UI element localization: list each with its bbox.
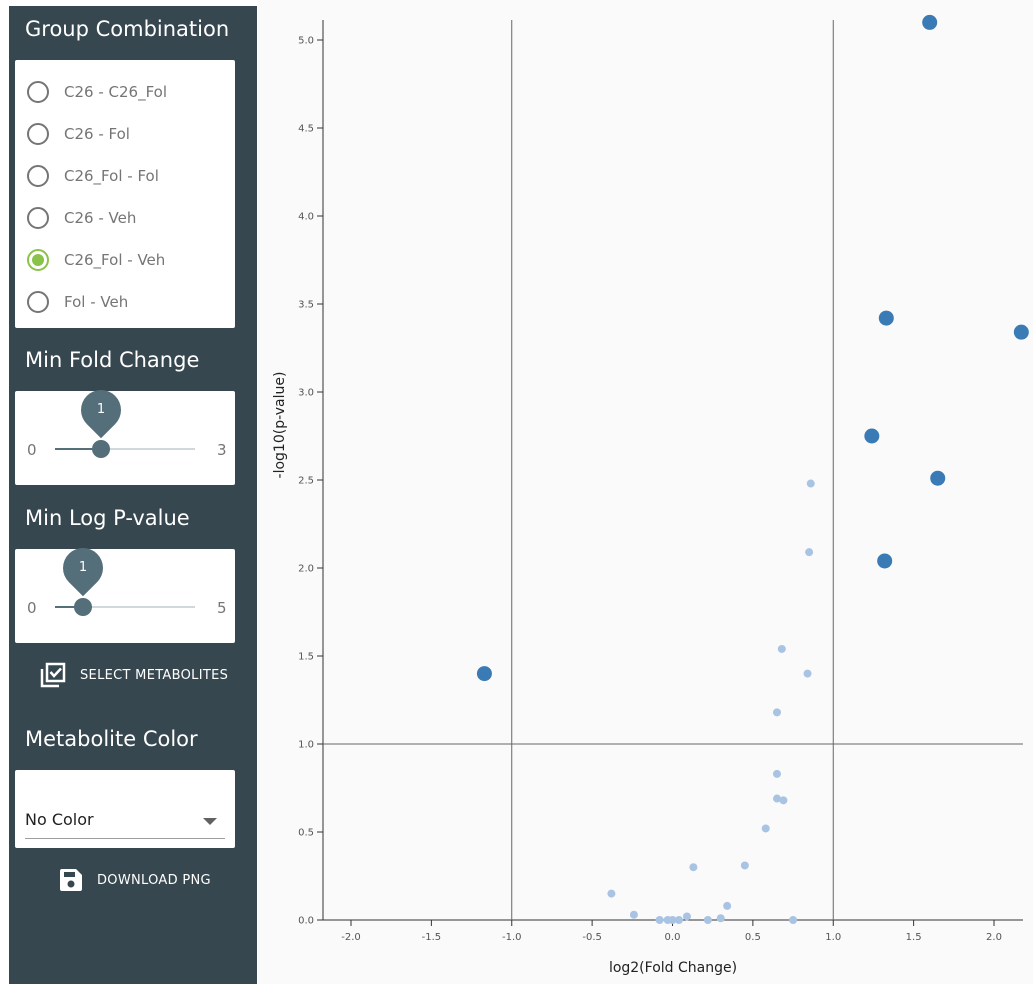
slider-max-label: 5 [217,599,227,617]
nonsignificant-point [717,914,725,922]
significant-point [930,471,945,486]
nonsignificant-point [779,796,787,804]
select-metabolites-button[interactable]: SELECT METABOLITES [40,662,228,688]
floppy-disk-icon [59,868,83,892]
group-combination-title: Group Combination [25,19,229,40]
slider-value-bubble: 1 [73,382,130,439]
y-tick-label: 4.0 [298,212,314,223]
radio-label: C26 - Fol [64,125,130,143]
x-tick-label: 1.5 [906,932,922,943]
nonsignificant-point [773,708,781,716]
min-log-pvalue-card: 0 1 5 [15,549,235,643]
radio-option-fol-veh[interactable]: Fol - Veh [27,288,128,316]
nonsignificant-point [630,911,638,919]
radio-unchecked-icon [27,81,49,103]
min-fold-change-title: Min Fold Change [25,350,199,371]
radio-unchecked-icon [27,165,49,187]
x-tick-label: -1.5 [422,932,442,943]
slider-thumb[interactable] [74,598,92,616]
radio-checked-icon [27,249,49,271]
radio-label: C26 - C26_Fol [64,83,167,101]
nonsignificant-point [778,645,786,653]
significant-point [1014,325,1029,340]
radio-label: C26 - Veh [64,209,136,227]
metabolite-color-select[interactable]: No Color [25,808,225,839]
significant-point [879,311,894,326]
nonsignificant-point [804,670,812,678]
nonsignificant-point [805,548,813,556]
y-tick-label: 3.5 [298,300,314,311]
radio-option-c26fol-fol[interactable]: C26_Fol - Fol [27,162,159,190]
y-tick-label: 0.0 [298,916,314,927]
fold-change-slider[interactable]: 1 [55,448,195,450]
x-tick-label: 2.0 [986,932,1002,943]
nonsignificant-point [704,916,712,924]
y-tick-label: 0.5 [298,828,314,839]
radio-unchecked-icon [27,291,49,313]
nonsignificant-point [607,890,615,898]
min-fold-change-card: 0 1 3 [15,391,235,485]
nonsignificant-point [762,824,770,832]
x-tick-label: 1.0 [825,932,841,943]
radio-label: Fol - Veh [64,293,128,311]
significant-point [922,15,937,30]
log-pvalue-slider[interactable]: 1 [55,606,195,608]
radio-option-c26-veh[interactable]: C26 - Veh [27,204,136,232]
y-axis-title: -log10(p-value) [272,372,288,479]
slider-thumb[interactable] [92,440,110,458]
radio-label: C26_Fol - Fol [64,167,159,185]
radio-unchecked-icon [27,207,49,229]
metabolite-color-value: No Color [25,810,94,829]
x-tick-label: -2.0 [341,932,361,943]
min-log-pvalue-title: Min Log P-value [25,508,190,529]
volcano-plot: 0.0 0.5 1.0 1.5 2.0 2.5 3.0 3.5 4.0 4.5 5.0 -2.0 -1.… [258,0,1033,984]
nonsignificant-point [683,912,691,920]
x-tick-label: 0.0 [665,932,681,943]
nonsignificant-point [773,770,781,778]
checkbox-multiple-icon [40,662,66,688]
dropdown-arrow-icon [203,818,217,825]
significant-point [877,553,892,568]
y-tick-label: 2.5 [298,476,314,487]
radio-option-c26-c26fol[interactable]: C26 - C26_Fol [27,78,167,106]
nonsignificant-point [723,902,731,910]
nonsignificant-point [656,916,664,924]
nonsignificant-point [689,863,697,871]
slider-max-label: 3 [217,441,227,459]
radio-option-c26fol-veh[interactable]: C26_Fol - Veh [27,246,165,274]
volcano-plot-area: 0.0 0.5 1.0 1.5 2.0 2.5 3.0 3.5 4.0 4.5 5.0 -2.0 -1.… [258,0,1033,984]
x-tick-label: 0.5 [745,932,761,943]
y-tick-label: 5.0 [298,36,314,47]
y-tick-label: 3.0 [298,388,314,399]
nonsignificant-point [789,916,797,924]
nonsignificant-point [741,861,749,869]
metabolite-color-card: No Color [15,770,235,848]
y-tick-label: 1.5 [298,652,314,663]
slider-min-label: 0 [27,599,37,617]
metabolite-color-title: Metabolite Color [25,729,198,750]
download-png-button[interactable]: DOWNLOAD PNG [59,868,211,892]
y-tick-label: 4.5 [298,124,314,135]
y-tick-label: 1.0 [298,740,314,751]
slider-min-label: 0 [27,441,37,459]
x-tick-label: -0.5 [582,932,602,943]
x-axis-title: log2(Fold Change) [609,960,737,976]
significant-point [477,666,492,681]
group-combination-card: C26 - C26_Fol C26 - Fol C26_Fol - Fol C2… [15,60,235,328]
sidebar: Group Combination C26 - C26_Fol C26 - Fo… [9,6,257,984]
x-tick-label: -1.0 [502,932,522,943]
nonsignificant-point [807,480,815,488]
y-tick-label: 2.0 [298,564,314,575]
nonsignificant-point [675,916,683,924]
significant-point [864,429,879,444]
radio-option-c26-fol[interactable]: C26 - Fol [27,120,130,148]
select-metabolites-label: SELECT METABOLITES [80,668,228,683]
download-png-label: DOWNLOAD PNG [97,873,211,888]
radio-unchecked-icon [27,123,49,145]
slider-value-bubble: 1 [55,540,112,597]
radio-label: C26_Fol - Veh [64,251,165,269]
